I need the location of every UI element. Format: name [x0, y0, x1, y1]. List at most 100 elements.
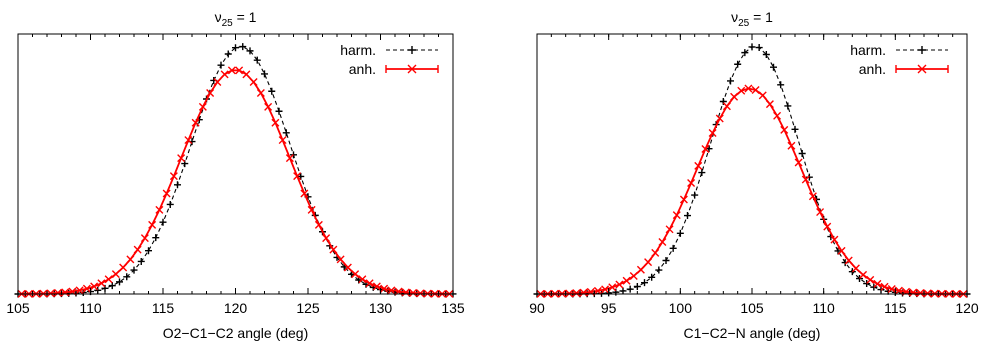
data-point	[844, 256, 853, 265]
data-point	[159, 218, 167, 226]
data-point	[916, 289, 925, 298]
data-point	[780, 125, 789, 134]
data-point	[708, 128, 717, 137]
series-line	[537, 46, 967, 295]
legend-marker	[407, 64, 417, 74]
data-point	[629, 271, 638, 280]
data-point	[206, 89, 215, 98]
data-point	[648, 273, 656, 281]
data-point	[773, 111, 782, 120]
data-point	[758, 91, 767, 100]
data-point	[108, 282, 116, 290]
chart-panel-1: ν25 = 1 105 110 115 120 125 130 135 O2−C1−C2 ang…	[6, 9, 465, 341]
data-point	[622, 276, 631, 285]
data-point	[61, 288, 70, 297]
data-point	[213, 78, 222, 87]
legend-label: harm.	[340, 42, 376, 58]
data-point	[837, 246, 846, 255]
x-tick-label: 125	[296, 300, 320, 316]
chart-title-subscript: 25	[222, 18, 234, 29]
data-point	[909, 288, 918, 297]
data-point	[808, 192, 817, 201]
data-point	[232, 44, 239, 52]
data-point	[644, 258, 653, 267]
legend: harm. anh.	[340, 42, 439, 77]
x-tick-label: 110	[813, 300, 836, 316]
x-tick-label: 135	[441, 300, 465, 316]
data-point	[834, 247, 842, 255]
data-point	[217, 61, 225, 69]
data-point	[264, 102, 273, 111]
x-tick-label: 105	[6, 300, 30, 316]
data-point	[863, 280, 871, 288]
series-line	[21, 69, 450, 295]
legend-label: anh.	[349, 61, 376, 77]
data-point	[145, 247, 152, 255]
data-point	[365, 279, 374, 288]
data-point	[148, 220, 157, 229]
data-point	[191, 118, 200, 127]
chart-title-suffix: = 1	[749, 9, 773, 25]
data-point	[719, 98, 727, 106]
legend-marker	[918, 46, 926, 54]
data-point	[762, 50, 770, 58]
data-point	[278, 136, 287, 145]
data-point	[794, 158, 803, 167]
data-point	[593, 286, 602, 295]
data-point	[162, 189, 171, 198]
data-point	[679, 195, 688, 204]
data-point	[140, 234, 149, 243]
plot-frame	[17, 33, 454, 295]
data-point	[727, 77, 734, 85]
data-point	[119, 263, 128, 272]
data-point	[351, 270, 360, 279]
x-tick-label: 115	[884, 300, 907, 316]
data-point	[268, 87, 276, 95]
data-point	[636, 265, 645, 274]
data-point	[694, 161, 703, 170]
x-tick-label: 120	[955, 300, 979, 316]
data-point	[687, 178, 696, 187]
data-point	[372, 282, 381, 291]
chart-title: ν25 = 1	[731, 9, 773, 29]
data-point	[887, 285, 896, 293]
data-point	[698, 169, 706, 177]
data-point	[658, 237, 667, 246]
data-point	[777, 81, 785, 89]
data-point	[856, 275, 863, 283]
data-point	[715, 114, 724, 123]
data-point	[923, 289, 932, 298]
data-point	[598, 289, 605, 297]
data-point	[224, 50, 232, 58]
x-axis-label: O2−C1−C2 angle (deg)	[163, 325, 309, 341]
data-point	[409, 288, 418, 297]
data-point	[565, 289, 574, 298]
data-point	[46, 289, 55, 298]
x-tick-label: 105	[740, 300, 764, 316]
data-point	[137, 257, 145, 265]
data-point	[343, 263, 352, 272]
data-point	[676, 229, 684, 237]
x-axis-label: C1−C2−N angle (deg)	[684, 325, 821, 341]
data-point	[851, 264, 860, 273]
data-point	[227, 66, 236, 75]
chart-title: ν25 = 1	[215, 9, 257, 29]
data-point	[641, 279, 648, 287]
data-point	[97, 279, 106, 288]
data-point	[655, 266, 663, 274]
data-point	[866, 275, 875, 284]
data-point	[633, 283, 641, 291]
legend-marker	[917, 64, 927, 74]
data-point	[53, 288, 62, 297]
data-point	[242, 70, 251, 79]
data-point	[880, 282, 889, 291]
series-line	[540, 87, 964, 295]
data-point	[873, 279, 882, 288]
data-point	[123, 273, 131, 281]
data-point	[755, 44, 763, 52]
x-tick-label: 90	[529, 300, 545, 316]
data-point	[261, 70, 268, 78]
data-point	[830, 235, 839, 244]
data-point	[380, 284, 389, 293]
data-point	[787, 141, 796, 150]
